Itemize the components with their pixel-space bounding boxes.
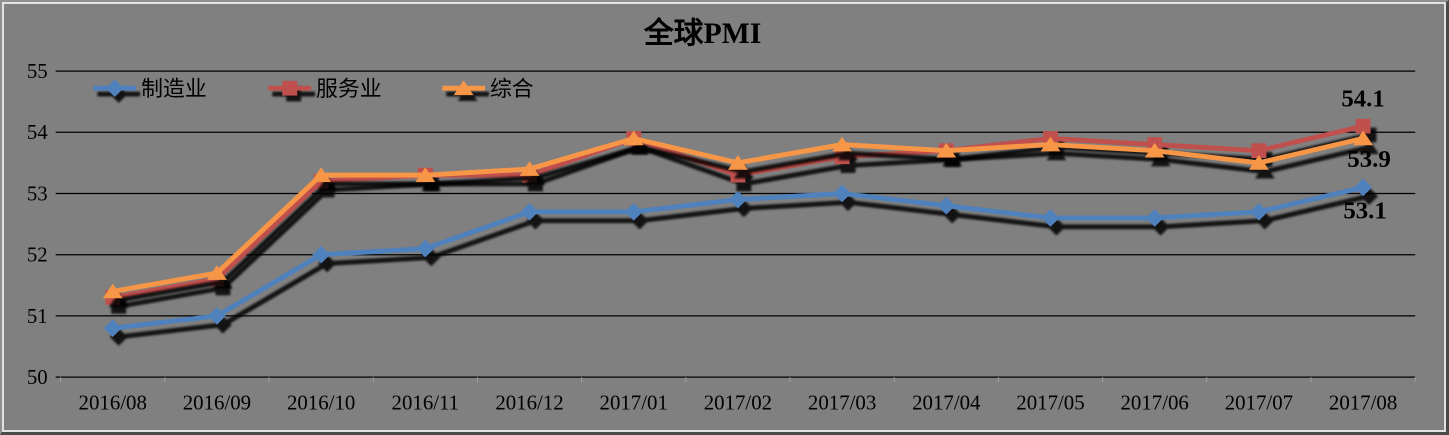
shadow-marker	[942, 151, 963, 167]
shadow-marker	[1150, 151, 1171, 167]
shadow-marker	[212, 274, 233, 289]
legend-label-composite: 综合	[490, 77, 534, 101]
series-manufacturing-shadow	[109, 187, 1378, 346]
shadow-marker	[1254, 163, 1275, 179]
series-composite	[102, 130, 1379, 308]
shadow-marker	[1046, 145, 1067, 161]
diamond-icon	[1354, 178, 1373, 197]
y-axis-tick-label: 51	[27, 306, 48, 328]
data-label-manufacturing: 53.1	[1343, 198, 1386, 225]
legend-item-services: 服务业	[268, 77, 382, 102]
chart-canvas: 55 54 53 52 51 50 2016/08 2016/09 2016/10 2016/11…	[27, 16, 1416, 415]
triangle-icon	[311, 167, 332, 182]
x-axis: 2016/08 2016/09 2016/10 2016/11 2016/12 2017/…	[60, 377, 1416, 415]
shadow-marker	[317, 176, 338, 191]
legend-label-manufacturing: 制造业	[141, 77, 207, 101]
x-axis-tick-label: 2017/04	[912, 393, 981, 415]
square-icon	[1251, 143, 1267, 158]
x-axis-tick-label: 2017/08	[1329, 393, 1397, 415]
x-axis-tick-label: 2017/07	[1225, 393, 1293, 415]
legend: 制造业 服务业 综合	[93, 77, 534, 103]
triangle-icon	[1040, 136, 1061, 152]
square-icon	[1355, 118, 1371, 134]
x-axis-tick-label: 2016/12	[495, 393, 563, 415]
x-axis-tick-label: 2016/10	[287, 393, 355, 415]
square-icon	[282, 80, 298, 96]
shadow-marker	[629, 139, 650, 155]
triangle-icon	[1144, 142, 1165, 158]
shadow-marker	[525, 169, 546, 185]
triangle-icon	[936, 142, 957, 158]
diamond-icon	[416, 239, 435, 258]
triangle-icon	[102, 283, 123, 299]
chart-title: 全球PMI	[643, 16, 762, 50]
shadow-marker	[108, 292, 129, 308]
shadow-marker	[421, 176, 442, 191]
shadow-marker	[733, 163, 754, 179]
y-axis-tick-label: 55	[27, 61, 48, 83]
data-label-composite: 53.9	[1347, 146, 1390, 173]
diamond-icon	[1041, 209, 1060, 227]
data-label-services: 54.1	[1341, 86, 1384, 113]
triangle-icon	[623, 130, 644, 146]
x-axis-tick-label: 2017/02	[704, 393, 772, 415]
x-axis-tick-label: 2016/11	[392, 393, 460, 415]
triangle-icon	[207, 265, 227, 280]
shadow-marker	[838, 145, 859, 161]
triangle-icon	[453, 80, 474, 96]
shadow-marker	[1359, 139, 1379, 155]
y-axis-tick-label: 54	[27, 122, 49, 144]
x-axis-tick-label: 2017/01	[600, 393, 668, 415]
diamond-icon	[1249, 203, 1268, 221]
y-axis-tick-label: 50	[27, 367, 48, 389]
triangle-icon	[519, 161, 540, 176]
triangle-icon	[832, 136, 853, 152]
data-labels: 54.1 53.9 53.1	[1341, 86, 1390, 225]
diamond-icon	[833, 184, 852, 203]
legend-item-composite: 综合	[442, 77, 534, 101]
legend-item-manufacturing: 制造业	[93, 77, 207, 103]
y-axis-tick-label: 52	[27, 245, 48, 267]
x-axis-tick-label: 2016/09	[183, 393, 251, 415]
x-axis-tick-label: 2016/08	[79, 393, 147, 415]
triangle-icon	[415, 167, 436, 182]
y-axis: 55 54 53 52 51 50	[27, 61, 49, 389]
legend-label-services: 服务业	[316, 77, 382, 101]
series-composite-shadow	[108, 139, 1379, 308]
diamond-icon	[728, 190, 747, 209]
y-axis-tick-label: 53	[27, 183, 48, 205]
triangle-icon	[1353, 130, 1374, 146]
x-axis-tick-label: 2017/05	[1016, 393, 1084, 415]
triangle-icon	[727, 155, 748, 170]
diamond-icon	[624, 203, 643, 221]
x-axis-tick-label: 2017/06	[1121, 393, 1189, 415]
x-axis-tick-label: 2017/03	[808, 393, 876, 415]
triangle-icon	[1248, 155, 1269, 170]
